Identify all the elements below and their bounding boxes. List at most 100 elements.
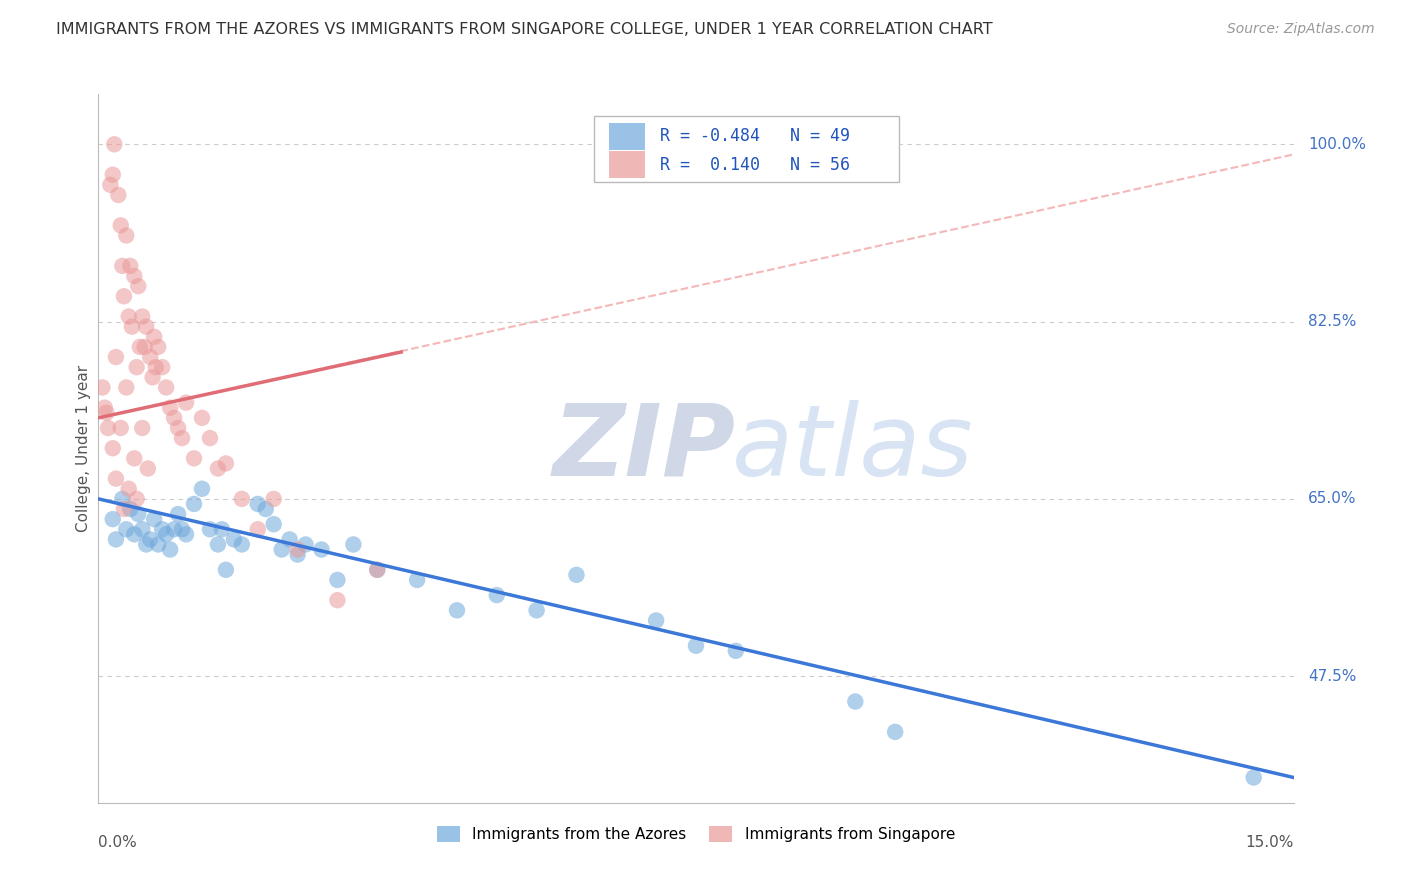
Point [167, 507, 190, 521]
Point [94, 401, 117, 415]
Point [136, 461, 159, 475]
Point [101, 168, 124, 182]
Point [231, 491, 253, 506]
Point [231, 537, 253, 551]
Point [254, 502, 277, 516]
Point [111, 491, 134, 506]
Point [198, 522, 221, 536]
Point [97, 421, 120, 435]
Point [685, 639, 707, 653]
Point [112, 289, 135, 303]
FancyBboxPatch shape [595, 116, 900, 182]
Point [326, 593, 349, 607]
Point [104, 350, 127, 364]
Point [110, 219, 132, 233]
Point [115, 228, 138, 243]
Point [131, 522, 153, 536]
Point [366, 563, 388, 577]
Point [120, 502, 142, 516]
Point [1243, 771, 1265, 785]
Point [167, 421, 190, 435]
Point [287, 542, 309, 557]
Point [207, 461, 229, 475]
Point [103, 137, 125, 152]
Point [222, 533, 245, 547]
Point [104, 472, 127, 486]
Point [101, 512, 124, 526]
Point [128, 340, 150, 354]
Point [294, 537, 316, 551]
Point [124, 527, 146, 541]
Point [101, 441, 124, 455]
Point [111, 259, 134, 273]
Point [115, 522, 138, 536]
Text: 65.0%: 65.0% [1308, 491, 1357, 507]
Point [191, 482, 214, 496]
Text: atlas: atlas [733, 400, 973, 497]
Point [287, 548, 309, 562]
FancyBboxPatch shape [609, 123, 644, 150]
Point [127, 279, 149, 293]
Legend: Immigrants from the Azores, Immigrants from Singapore: Immigrants from the Azores, Immigrants f… [432, 820, 960, 848]
Text: 0.0%: 0.0% [98, 835, 138, 850]
Point [172, 431, 194, 445]
Point [172, 522, 194, 536]
Point [135, 319, 157, 334]
Text: 47.5%: 47.5% [1308, 669, 1357, 683]
Point [150, 360, 173, 375]
Point [198, 431, 221, 445]
Point [326, 573, 349, 587]
Point [215, 457, 238, 471]
Point [121, 319, 143, 334]
Point [884, 724, 907, 739]
Point [142, 370, 165, 384]
Point [263, 491, 285, 506]
Point [135, 537, 157, 551]
Point [174, 527, 197, 541]
Point [139, 533, 162, 547]
Point [104, 533, 127, 547]
Point [278, 533, 301, 547]
Point [107, 188, 129, 202]
Point [124, 268, 146, 283]
Point [183, 497, 205, 511]
Point [91, 380, 114, 394]
Text: ZIP: ZIP [553, 400, 735, 497]
Text: 100.0%: 100.0% [1308, 136, 1365, 152]
Point [155, 527, 177, 541]
FancyBboxPatch shape [609, 151, 644, 178]
Point [163, 522, 186, 536]
Text: 15.0%: 15.0% [1246, 835, 1294, 850]
Point [143, 330, 166, 344]
Point [139, 350, 162, 364]
Point [724, 644, 747, 658]
Point [485, 588, 508, 602]
Point [366, 563, 388, 577]
Point [183, 451, 205, 466]
Point [148, 340, 170, 354]
Point [211, 522, 233, 536]
Point [131, 310, 153, 324]
Point [246, 497, 269, 511]
Point [131, 421, 153, 435]
Point [150, 522, 173, 536]
Text: Source: ZipAtlas.com: Source: ZipAtlas.com [1227, 22, 1375, 37]
Point [118, 482, 141, 496]
Point [134, 340, 156, 354]
Point [446, 603, 468, 617]
Point [645, 614, 668, 628]
Point [246, 522, 269, 536]
Point [120, 259, 142, 273]
Point [155, 380, 177, 394]
Point [406, 573, 429, 587]
Point [127, 507, 149, 521]
Text: R =  0.140   N = 56: R = 0.140 N = 56 [661, 155, 851, 174]
Point [163, 410, 186, 425]
Point [125, 491, 148, 506]
Point [270, 542, 292, 557]
Point [263, 517, 285, 532]
Point [112, 502, 135, 516]
Point [125, 360, 148, 375]
Point [110, 421, 132, 435]
Point [207, 537, 229, 551]
